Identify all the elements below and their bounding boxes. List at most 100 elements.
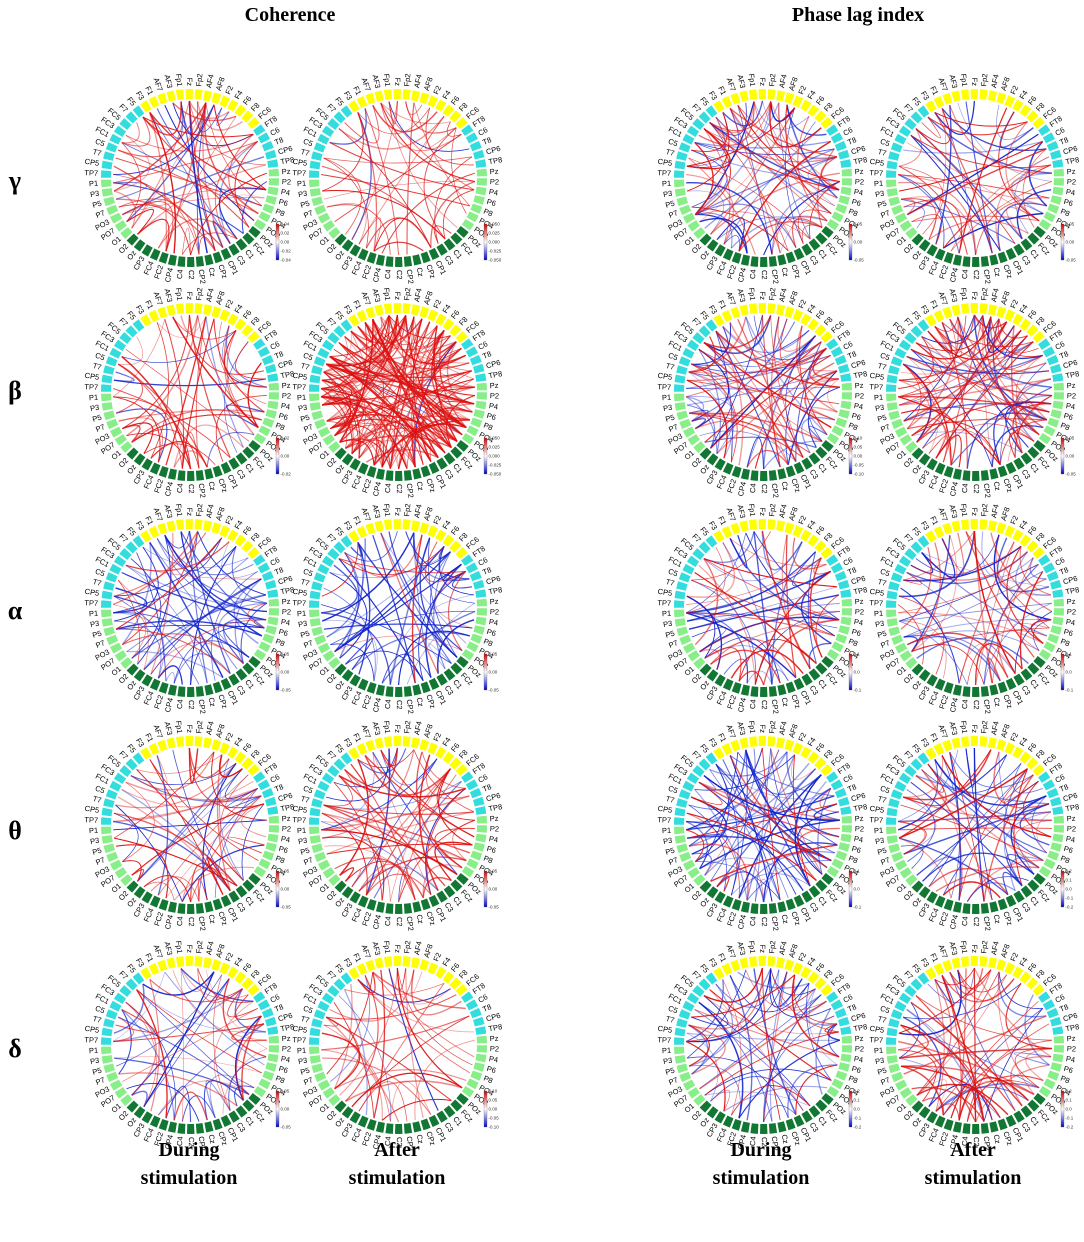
- positive-edge: [902, 363, 922, 429]
- positive-edge: [451, 127, 467, 214]
- electrode-node-oz: [133, 669, 146, 682]
- negative-edge: [898, 620, 968, 685]
- colorbar: [483, 1090, 488, 1128]
- electrode-node-p3: [886, 188, 898, 197]
- positive-edge: [372, 319, 438, 345]
- electrode-node-po4: [1043, 641, 1056, 653]
- electrode-label: Fp1: [382, 503, 392, 517]
- electrode-node-p8: [835, 850, 848, 861]
- positive-edge: [703, 128, 731, 245]
- electrode-node-p3: [309, 618, 321, 627]
- electrode-node-c5: [678, 789, 691, 800]
- electrode-node-cp2: [403, 256, 413, 267]
- electrode-label: T7: [877, 147, 888, 158]
- electrode-label: Fp1: [959, 503, 969, 517]
- positive-edge: [941, 322, 968, 469]
- electrode-node-o2: [126, 663, 139, 676]
- electrode-label: TP7: [84, 1035, 98, 1045]
- electrode-label: Fz: [185, 292, 194, 301]
- positive-edge: [815, 594, 840, 658]
- electrode-node-p4: [267, 186, 279, 196]
- electrode-label: F3: [134, 304, 146, 316]
- electrode-label: F5: [125, 525, 137, 537]
- electrode-node-af3: [374, 520, 384, 532]
- electrode-node-p3: [886, 1055, 898, 1064]
- electrode-label: AF4: [989, 73, 1001, 88]
- negative-edge: [910, 552, 934, 574]
- electrode-node-po7: [114, 650, 127, 662]
- positive-edge: [364, 322, 467, 429]
- electrode-label: C4: [383, 699, 393, 709]
- electrode-node-af8: [996, 739, 1007, 751]
- electrode-node-p1: [886, 1046, 897, 1055]
- electrode-node-p6: [473, 625, 485, 635]
- electrode-node-fc1: [109, 133, 122, 145]
- electrode-node-f7: [698, 541, 711, 554]
- negative-edge: [1028, 140, 1048, 207]
- electrode-node-c2: [187, 1123, 195, 1134]
- electrode-node-t7: [103, 365, 115, 375]
- colorbar-tick-label: -0.05: [489, 688, 500, 693]
- positive-edge: [898, 128, 922, 167]
- electrode-node-c3: [436, 457, 448, 470]
- electrode-label: P1: [662, 1046, 672, 1056]
- negative-edge: [433, 551, 451, 670]
- electrode-node-c6: [257, 346, 270, 358]
- electrode-node-f1: [356, 963, 368, 976]
- positive-edge: [797, 116, 828, 222]
- positive-edge: [1019, 571, 1044, 669]
- negative-edge: [231, 546, 267, 604]
- electrode-label: P1: [662, 826, 672, 836]
- electrode-node-fz: [393, 89, 401, 100]
- electrode-label: P2: [282, 824, 292, 833]
- column-label-coh-during: During stimulation: [140, 1139, 238, 1189]
- electrode-label: Cz: [415, 1134, 426, 1145]
- positive-edge: [137, 164, 267, 235]
- electrode-label: AF8: [422, 76, 435, 92]
- electrode-node-p1: [101, 826, 112, 835]
- electrode-node-cp1: [1005, 461, 1017, 474]
- electrode-node-fc6: [455, 547, 468, 559]
- electrode-label: P4: [488, 834, 498, 844]
- electrode-node-t7: [103, 581, 115, 591]
- electrode-node-o1: [120, 441, 133, 453]
- electrode-node-f8: [449, 324, 462, 337]
- electrode-node-f2: [792, 95, 804, 108]
- negative-edge: [688, 409, 709, 422]
- electrode-node-fcz: [242, 232, 255, 245]
- electrode-node-p2: [476, 392, 488, 400]
- colorbar-tick-label: 0.00: [489, 1107, 498, 1112]
- edge-group: [685, 530, 840, 686]
- electrode-node-cp2: [980, 686, 990, 697]
- electrode-node-p6: [473, 195, 485, 205]
- electrode-label: Cz: [992, 1134, 1003, 1145]
- electrode-label: CP4: [371, 267, 383, 283]
- electrode-node-c1: [443, 452, 456, 465]
- positive-edge: [911, 215, 1040, 223]
- electrode-label: AF3: [948, 74, 960, 89]
- electrode-node-fcz: [450, 662, 463, 675]
- column-label-pli-during: During stimulation: [712, 1139, 810, 1189]
- electrode-label: F2: [223, 298, 235, 310]
- positive-edge: [321, 165, 446, 240]
- electrode-label: P8: [847, 207, 859, 219]
- positive-edge: [737, 104, 840, 191]
- electrode-label: P7: [667, 422, 679, 434]
- electrode-node-t7: [311, 1018, 323, 1028]
- negative-edge: [357, 542, 371, 675]
- positive-edge: [771, 215, 828, 255]
- electrode-node-cp4: [167, 254, 177, 266]
- positive-edge: [911, 214, 942, 245]
- positive-edge: [903, 329, 1022, 422]
- positive-edge: [738, 140, 832, 252]
- edge-group: [685, 967, 840, 1123]
- electrode-node-tp7: [885, 600, 897, 608]
- electrode-node-f1: [356, 743, 368, 756]
- electrode-node-t7: [888, 365, 900, 375]
- electrode-node-af8: [211, 92, 222, 104]
- electrode-node-cz: [777, 254, 787, 266]
- electrode-node-fc2: [366, 899, 377, 911]
